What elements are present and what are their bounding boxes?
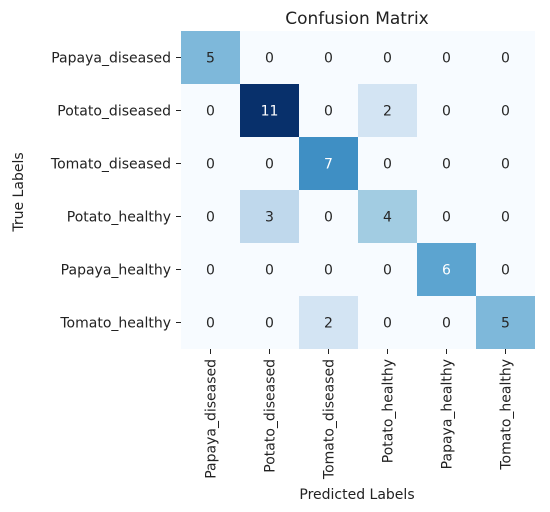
heatmap-cell [476, 31, 535, 84]
x-axis-ticks: Papaya_diseased Potato_diseased Tomato_dis… [204, 349, 515, 480]
x-tick-label: Potato_healthy [381, 359, 397, 463]
heatmap-cell-value: 0 [206, 104, 215, 120]
heatmap-cell [181, 243, 240, 296]
heatmap-cell [240, 296, 299, 349]
heatmap-cell [299, 84, 358, 137]
heatmap-cell-value: 0 [442, 51, 451, 67]
heatmap-cell [417, 190, 476, 243]
heatmap-cell-value: 6 [442, 263, 451, 279]
heatmap-cell-value: 0 [501, 210, 510, 226]
heatmap-cell-value: 0 [324, 210, 333, 226]
y-tick-label: Potato_healthy [67, 210, 171, 226]
heatmap-cell [181, 84, 240, 137]
heatmap-cell [299, 243, 358, 296]
heatmap-cell [240, 31, 299, 84]
heatmap-cell-value: 0 [383, 263, 392, 279]
heatmap-cell-value: 0 [324, 51, 333, 67]
heatmap-cell-value: 5 [501, 316, 510, 332]
y-tick-label: Potato_diseased [57, 104, 171, 120]
heatmap-cell-value: 2 [324, 316, 333, 332]
heatmap-cell-value: 0 [383, 157, 392, 173]
heatmap-cell [476, 137, 535, 190]
heatmap-cell-value: 0 [442, 210, 451, 226]
heatmap-cell-value: 0 [442, 104, 451, 120]
heatmap-cell-value: 0 [265, 316, 274, 332]
heatmap-cell-value: 0 [501, 51, 510, 67]
heatmap-cell-value: 0 [324, 263, 333, 279]
heatmap-cell-value: 5 [206, 51, 215, 67]
heatmap-cell-value: 0 [206, 316, 215, 332]
heatmap-cell [299, 137, 358, 190]
y-tick-label: Papaya_diseased [51, 51, 171, 67]
x-axis-label: Predicted Labels [299, 487, 414, 503]
heatmap-cell [299, 296, 358, 349]
y-tick-label: Tomato_healthy [59, 316, 171, 332]
heatmap-cell-value: 3 [265, 210, 274, 226]
y-axis-ticks: Papaya_diseased Potato_diseased Tomato_dis… [50, 51, 181, 332]
heatmap-cell-value: 0 [265, 51, 274, 67]
heatmap-cell-labels: 5 0 0 0 0 0 0 11 0 2 0 0 0 0 7 0 0 0 0 3 0 4 0 0 0 0 0 0 6 0 0 0 2 0 0 5 [206, 51, 510, 332]
heatmap-cell-value: 0 [501, 104, 510, 120]
heatmap-cell-value: 0 [206, 157, 215, 173]
heatmap-cell-value: 2 [383, 104, 392, 120]
heatmap-cell [181, 31, 240, 84]
heatmap-cell [417, 84, 476, 137]
x-tick-label: Potato_diseased [263, 359, 279, 473]
heatmap-cell-value: 0 [442, 316, 451, 332]
x-tick-label: Papaya_healthy [440, 359, 456, 469]
heatmap-cell [181, 296, 240, 349]
heatmap-cell [476, 243, 535, 296]
heatmap-cell [181, 190, 240, 243]
heatmap-cell [240, 84, 299, 137]
y-axis-label: True Labels [11, 152, 27, 232]
heatmap-cell [299, 31, 358, 84]
heatmap-cell [299, 190, 358, 243]
heatmap-cell [358, 137, 417, 190]
x-tick-label: Papaya_diseased [204, 359, 220, 479]
heatmap-cell-value: 0 [442, 157, 451, 173]
heatmap-cell-value: 0 [206, 210, 215, 226]
heatmap-cell [240, 243, 299, 296]
heatmap-cell-value: 7 [324, 157, 333, 173]
heatmap-cell [417, 243, 476, 296]
heatmap-cell [417, 31, 476, 84]
heatmap-cell-value: 0 [383, 51, 392, 67]
heatmap-cell-value: 0 [265, 157, 274, 173]
heatmap-cell-value: 0 [265, 263, 274, 279]
heatmap-cell [181, 137, 240, 190]
chart-title: Confusion Matrix [285, 9, 429, 29]
x-tick-label: Tomato_diseased [322, 359, 338, 480]
heatmap-cell-value: 0 [501, 157, 510, 173]
heatmap-cell [240, 190, 299, 243]
y-tick-label: Papaya_healthy [61, 263, 171, 279]
heatmap-cell-value: 11 [261, 104, 279, 120]
heatmap-cell [358, 84, 417, 137]
heatmap-cell-value: 0 [383, 316, 392, 332]
heatmap-cell [417, 137, 476, 190]
heatmap-cell [358, 31, 417, 84]
heatmap-cell [358, 190, 417, 243]
heatmap-cell [240, 137, 299, 190]
heatmap-cell [358, 296, 417, 349]
heatmap-cells [181, 31, 535, 349]
heatmap-cell-value: 0 [324, 104, 333, 120]
heatmap-cell-value: 0 [206, 263, 215, 279]
heatmap-cell [476, 84, 535, 137]
heatmap-cell [417, 296, 476, 349]
heatmap-cell [358, 243, 417, 296]
heatmap-cell [476, 296, 535, 349]
x-tick-label: Tomato_healthy [499, 359, 515, 471]
heatmap-cell [476, 190, 535, 243]
heatmap-cell-value: 0 [501, 263, 510, 279]
heatmap-cell-value: 4 [383, 210, 392, 226]
y-tick-label: Tomato_diseased [50, 157, 171, 173]
